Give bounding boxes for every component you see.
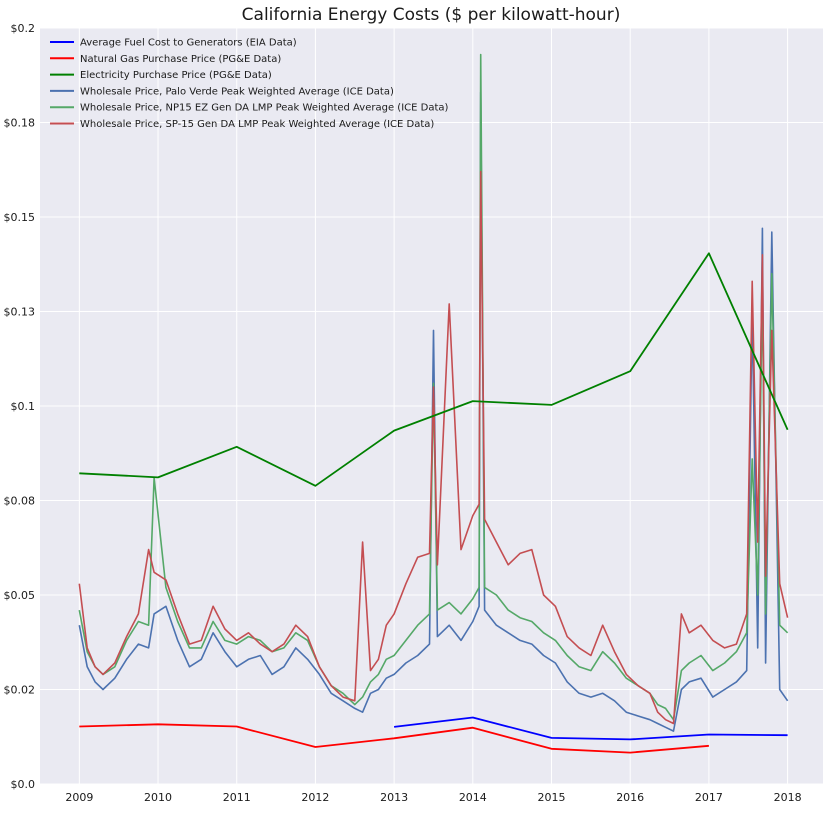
x-tick-label: 2018 [774, 791, 802, 804]
x-tick-label: 2017 [695, 791, 723, 804]
series-layer [78, 53, 789, 754]
y-tick-labels: $0.0 $0.02 $0.05 $0.08 $0.1 $0.13 $0.15 $0.18 $0… [4, 22, 36, 791]
x-tick-label: 2016 [616, 791, 644, 804]
x-tick-label: 2009 [65, 791, 93, 804]
legend-entry-5: Wholesale Price, SP-15 Gen DA LMP Peak W… [80, 119, 434, 130]
series-line-5 [78, 170, 789, 725]
x-tick-label: 2013 [380, 791, 408, 804]
x-tick-labels: 2009 2010 2011 2012 2013 2014 2015 2016 2017 2018 [65, 791, 801, 804]
y-tick-label: $0.18 [4, 117, 36, 130]
series-line-3 [78, 91, 789, 732]
x-tick-label: 2015 [538, 791, 566, 804]
y-tick-label: $0.15 [4, 211, 36, 224]
grid-lines [40, 27, 823, 785]
y-tick-label: $0.0 [11, 778, 36, 791]
y-tick-label: $0.1 [11, 400, 36, 413]
y-tick-label: $0.2 [11, 22, 36, 35]
series-line-0 [393, 716, 788, 741]
x-tick-label: 2012 [301, 791, 329, 804]
y-tick-label: $0.02 [4, 684, 36, 697]
y-tick-label: $0.08 [4, 495, 36, 508]
legend-entry-3: Wholesale Price, Palo Verde Peak Weighte… [80, 86, 394, 97]
series-line-1 [79, 723, 709, 754]
series-line-2 [79, 252, 789, 487]
legend-entry-2: Electricity Purchase Price (PG&E Data) [80, 70, 272, 81]
y-tick-label: $0.13 [4, 306, 36, 319]
x-tick-label: 2014 [459, 791, 487, 804]
chart-title: California Energy Costs ($ per kilowatt-… [242, 5, 621, 25]
x-tick-label: 2010 [144, 791, 172, 804]
legend-entry-4: Wholesale Price, NP15 EZ Gen DA LMP Peak… [80, 103, 448, 114]
y-tick-label: $0.05 [4, 589, 36, 602]
series-line-4 [78, 53, 789, 721]
legend-entry-0: Average Fuel Cost to Generators (EIA Dat… [80, 38, 297, 49]
legend-entry-1: Natural Gas Purchase Price (PG&E Data) [80, 54, 281, 65]
legend: Average Fuel Cost to Generators (EIA Dat… [50, 38, 448, 130]
x-tick-label: 2011 [223, 791, 251, 804]
